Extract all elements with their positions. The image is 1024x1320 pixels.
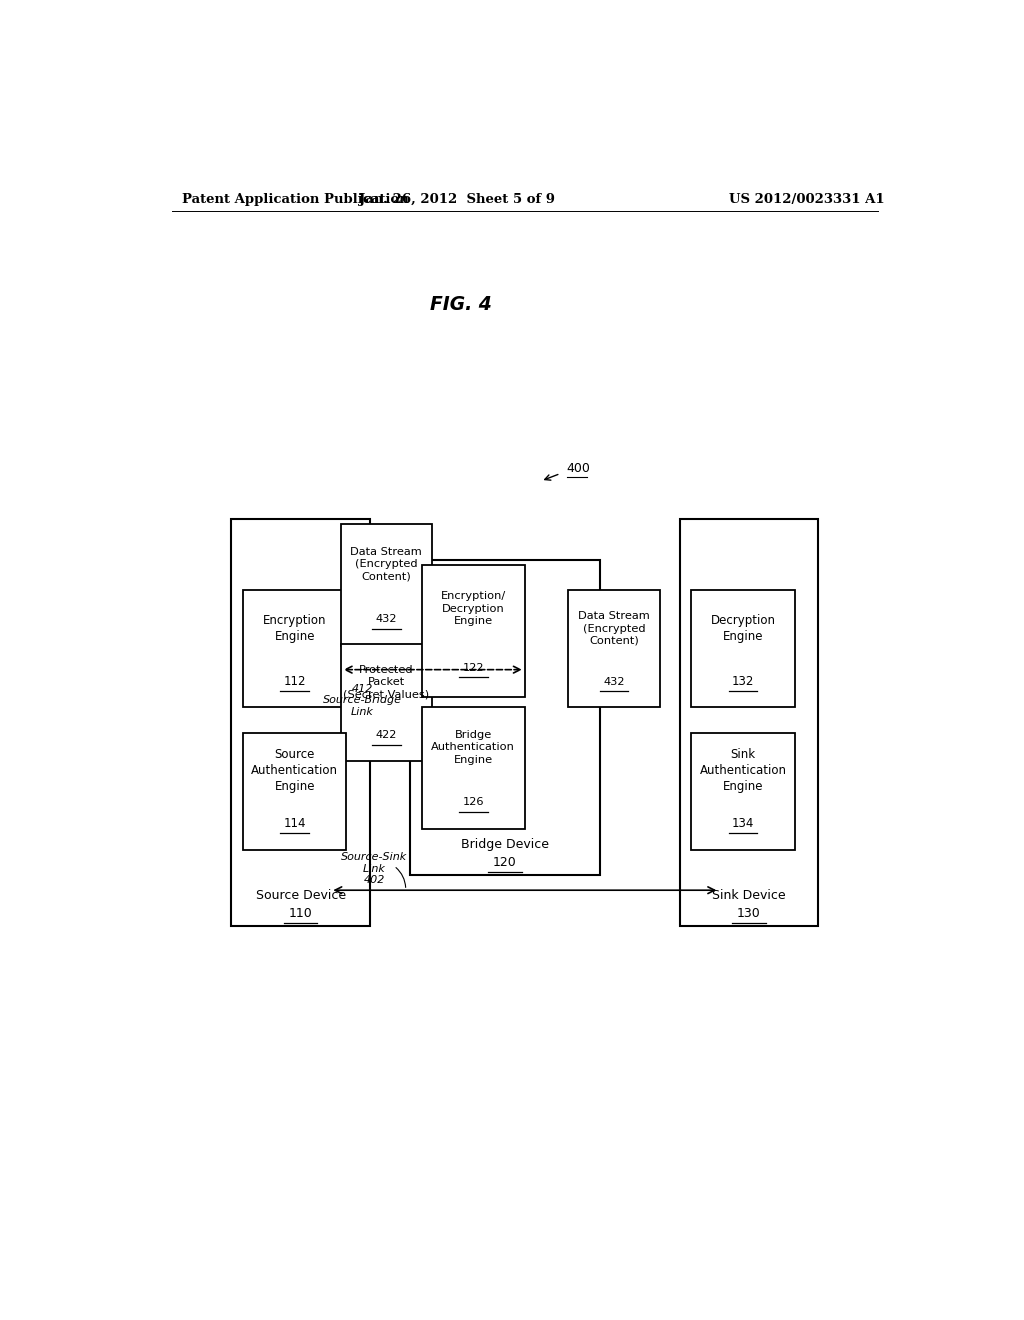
Text: 400: 400 — [567, 462, 591, 475]
Text: 126: 126 — [463, 797, 484, 808]
Text: Sink Device: Sink Device — [712, 888, 785, 902]
Text: 130: 130 — [737, 907, 761, 920]
Text: 412
Source-Bridge
Link: 412 Source-Bridge Link — [323, 684, 401, 717]
Bar — [341, 524, 432, 647]
Text: Data Stream
(Encrypted
Content): Data Stream (Encrypted Content) — [350, 546, 422, 582]
Text: Source Device: Source Device — [256, 888, 346, 902]
Text: 114: 114 — [284, 817, 306, 830]
Text: Bridge Device: Bridge Device — [461, 838, 549, 851]
Bar — [422, 565, 524, 697]
Text: 422: 422 — [376, 730, 397, 741]
Text: 134: 134 — [732, 817, 755, 830]
Text: 112: 112 — [284, 675, 306, 688]
Bar — [691, 590, 795, 708]
Text: US 2012/0023331 A1: US 2012/0023331 A1 — [729, 193, 885, 206]
Text: 432: 432 — [603, 677, 625, 686]
Bar — [691, 733, 795, 850]
Bar — [568, 590, 659, 708]
Text: Jan. 26, 2012  Sheet 5 of 9: Jan. 26, 2012 Sheet 5 of 9 — [359, 193, 555, 206]
Text: FIG. 4: FIG. 4 — [430, 296, 493, 314]
Text: Protected
Packet
(Secret Values): Protected Packet (Secret Values) — [343, 665, 429, 700]
Bar — [243, 733, 346, 850]
Text: Source
Authentication
Engine: Source Authentication Engine — [251, 748, 338, 793]
Text: Bridge
Authentication
Engine: Bridge Authentication Engine — [431, 730, 515, 764]
Text: Data Stream
(Encrypted
Content): Data Stream (Encrypted Content) — [579, 611, 650, 645]
Text: Encryption/
Decryption
Engine: Encryption/ Decryption Engine — [440, 591, 506, 626]
Bar — [243, 590, 346, 708]
Bar — [422, 708, 524, 829]
Text: 432: 432 — [376, 614, 397, 624]
Text: 122: 122 — [463, 663, 484, 673]
Text: 120: 120 — [494, 857, 517, 870]
Text: 110: 110 — [289, 907, 312, 920]
Bar — [410, 560, 600, 875]
Text: 132: 132 — [732, 675, 755, 688]
Text: Decryption
Engine: Decryption Engine — [711, 614, 775, 643]
Text: Patent Application Publication: Patent Application Publication — [182, 193, 409, 206]
Text: Source-Sink
Link
402: Source-Sink Link 402 — [341, 851, 408, 886]
Text: Sink
Authentication
Engine: Sink Authentication Engine — [699, 748, 786, 793]
Text: Encryption
Engine: Encryption Engine — [263, 614, 327, 643]
Bar — [231, 519, 370, 925]
Bar — [341, 644, 432, 762]
Bar — [680, 519, 818, 925]
